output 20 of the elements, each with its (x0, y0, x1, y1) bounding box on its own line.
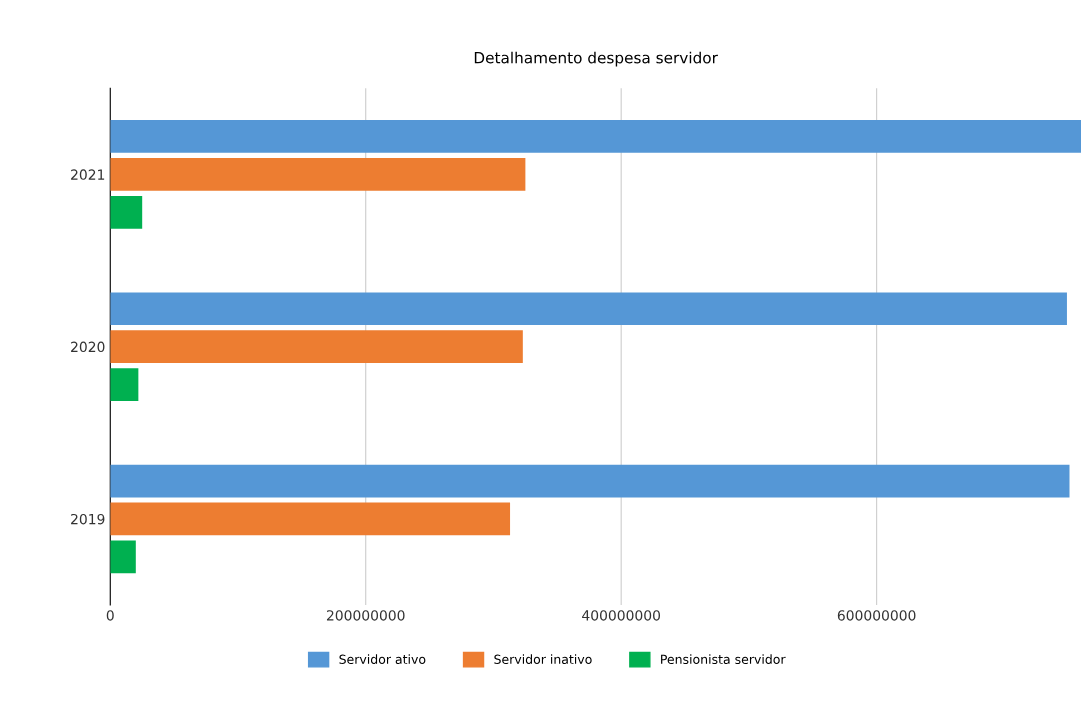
y-tick-label: 2020 (71, 341, 105, 353)
x-tick-label: 0 (106, 610, 114, 621)
bar (110, 502, 511, 536)
legend-label: Servidor inativo (494, 654, 592, 665)
y-tick-label: 2021 (71, 169, 105, 180)
bar (110, 195, 143, 229)
x-tick-label: 200000000 (326, 610, 405, 621)
legend-label: Pensionista servidor (661, 654, 786, 665)
chart-title: Detalhamento despesa servidor (474, 51, 718, 67)
bar (110, 158, 526, 191)
bar (110, 464, 1070, 498)
y-tick-label: 2019 (71, 513, 105, 525)
x-tick-label: 400000000 (582, 610, 661, 621)
legend-label: Servidor ativo (339, 654, 426, 665)
bar (110, 330, 523, 364)
bar (110, 120, 1081, 153)
x-tick-label: 600000000 (837, 610, 916, 621)
bar (110, 540, 136, 574)
bar (110, 368, 139, 401)
bar (110, 292, 1067, 326)
